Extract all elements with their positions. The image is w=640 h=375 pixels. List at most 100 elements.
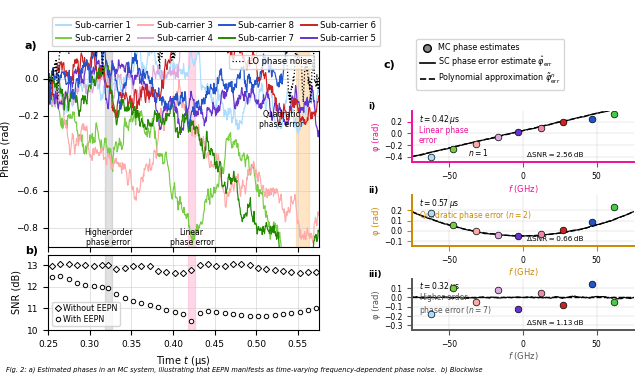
With EEPN: [212, 309, 220, 314]
Without EEPN: [82, 263, 90, 268]
With EEPN: [57, 274, 65, 278]
Bar: [296, 51, 308, 246]
Text: $t = 0.32\,\mu$s: $t = 0.32\,\mu$s: [419, 280, 460, 293]
Without EEPN: [312, 270, 320, 274]
With EEPN: [99, 285, 106, 289]
With EEPN: [279, 312, 287, 316]
Without EEPN: [154, 268, 162, 273]
Legend: Sub-carrier 1, Sub-carrier 2, Sub-carrier 3, Sub-carrier 4, Sub-carrier 8, Sub-c: Sub-carrier 1, Sub-carrier 2, Sub-carrie…: [52, 17, 380, 46]
Text: Quadratic phase error ($n = 2$): Quadratic phase error ($n = 2$): [419, 210, 532, 222]
Line: LO phase noise: LO phase noise: [48, 0, 319, 104]
With EEPN: [296, 309, 303, 314]
With EEPN: [237, 313, 245, 317]
Without EEPN: [129, 264, 137, 269]
With EEPN: [129, 299, 137, 303]
Without EEPN: [246, 263, 253, 268]
Without EEPN: [163, 270, 170, 274]
LO phase noise: [315, 75, 323, 80]
Text: $t = 0.42\,\mu$s: $t = 0.42\,\mu$s: [419, 113, 460, 126]
Y-axis label: φ (rad): φ (rad): [372, 206, 381, 235]
Text: Higher-order
phase error: Higher-order phase error: [84, 228, 132, 247]
With EEPN: [304, 307, 312, 312]
Without EEPN: [179, 271, 187, 275]
With EEPN: [146, 303, 154, 307]
With EEPN: [171, 309, 179, 314]
Without EEPN: [49, 264, 56, 269]
Text: ΔSNR = 0.66 dB: ΔSNR = 0.66 dB: [527, 236, 584, 242]
Without EEPN: [221, 264, 228, 269]
With EEPN: [90, 284, 98, 288]
Text: Quadratic
phase error: Quadratic phase error: [259, 110, 303, 129]
Without EEPN: [90, 264, 98, 269]
Text: Higher-order
phase error ($n = 7$): Higher-order phase error ($n = 7$): [419, 293, 492, 317]
Without EEPN: [196, 263, 204, 268]
Without EEPN: [104, 263, 112, 268]
With EEPN: [65, 277, 73, 282]
Y-axis label: SNR (dB): SNR (dB): [12, 270, 21, 314]
Line: With EEPN: With EEPN: [50, 274, 318, 324]
With EEPN: [82, 282, 90, 287]
Bar: [104, 51, 112, 246]
Without EEPN: [99, 263, 106, 268]
With EEPN: [163, 307, 170, 312]
With EEPN: [312, 306, 320, 311]
Without EEPN: [121, 266, 129, 270]
With EEPN: [271, 313, 278, 317]
With EEPN: [179, 312, 187, 316]
Text: a): a): [25, 40, 38, 51]
Without EEPN: [296, 271, 303, 275]
With EEPN: [74, 280, 81, 285]
Without EEPN: [262, 266, 270, 271]
Y-axis label: Phase (rad): Phase (rad): [1, 120, 11, 177]
With EEPN: [254, 314, 262, 318]
Text: ΔSNR = 1.13 dB: ΔSNR = 1.13 dB: [527, 320, 584, 326]
Without EEPN: [287, 270, 295, 274]
Without EEPN: [74, 263, 81, 268]
Legend: Without EEPN, With EEPN: Without EEPN, With EEPN: [52, 302, 120, 326]
Without EEPN: [138, 264, 145, 269]
With EEPN: [104, 286, 112, 290]
Text: b): b): [25, 246, 38, 256]
Without EEPN: [212, 264, 220, 269]
X-axis label: $f$ (GHz): $f$ (GHz): [508, 350, 538, 362]
Without EEPN: [279, 268, 287, 273]
Line: Without EEPN: Without EEPN: [50, 262, 318, 275]
Without EEPN: [254, 266, 262, 270]
Text: iii): iii): [368, 270, 381, 279]
Text: $n = 1$: $n = 1$: [467, 147, 488, 158]
With EEPN: [246, 314, 253, 318]
Without EEPN: [237, 262, 245, 267]
Text: c): c): [383, 60, 395, 70]
With EEPN: [138, 301, 145, 305]
Legend: LO phase noise: LO phase noise: [229, 55, 314, 69]
LO phase noise: [286, 102, 294, 106]
Bar: [104, 255, 112, 330]
With EEPN: [49, 275, 56, 279]
Y-axis label: φ (rad): φ (rad): [372, 290, 381, 319]
With EEPN: [229, 312, 237, 316]
Y-axis label: φ (rad): φ (rad): [372, 123, 381, 151]
Without EEPN: [271, 267, 278, 272]
Bar: [188, 255, 195, 330]
Without EEPN: [57, 262, 65, 267]
Text: Linear phase
error: Linear phase error: [419, 126, 468, 145]
Without EEPN: [204, 262, 212, 267]
Text: i): i): [368, 102, 375, 111]
Text: Linear
phase error: Linear phase error: [170, 228, 214, 247]
Without EEPN: [188, 267, 195, 272]
Without EEPN: [171, 271, 179, 275]
X-axis label: $f$ (GHz): $f$ (GHz): [508, 183, 538, 195]
LO phase noise: [92, 54, 100, 59]
X-axis label: $f$ (GHz): $f$ (GHz): [508, 266, 538, 278]
Without EEPN: [65, 262, 73, 267]
X-axis label: Time $t$ (μs): Time $t$ (μs): [156, 354, 211, 368]
With EEPN: [154, 305, 162, 310]
Text: ΔSNR = 2.56 dB: ΔSNR = 2.56 dB: [527, 152, 584, 158]
Legend: MC phase estimates, SC phase error estimate $\hat{\varphi}_{\mathrm{err}}$, Poly: MC phase estimates, SC phase error estim…: [416, 39, 564, 90]
Without EEPN: [146, 264, 154, 269]
Text: ii): ii): [368, 186, 378, 195]
Without EEPN: [229, 262, 237, 267]
Bar: [188, 51, 195, 246]
With EEPN: [113, 292, 120, 297]
Without EEPN: [304, 270, 312, 274]
